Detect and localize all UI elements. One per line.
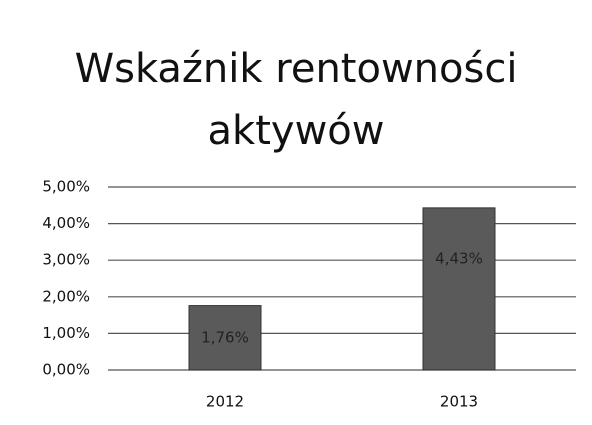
- y-tick-label: 1,00%: [42, 324, 90, 342]
- chart-title: Wskaźnik rentowności aktywów: [74, 46, 518, 154]
- bar: [188, 305, 262, 371]
- data-label: 4,43%: [435, 249, 483, 267]
- y-tick-label: 2,00%: [42, 287, 90, 305]
- y-tick-label: 0,00%: [42, 361, 90, 379]
- y-tick-label: 5,00%: [42, 178, 90, 196]
- y-tick-label: 4,00%: [42, 214, 90, 232]
- data-label: 1,76%: [201, 328, 249, 346]
- x-tick-label: 2013: [440, 393, 478, 411]
- x-tick-label: 2012: [206, 393, 244, 411]
- y-tick-label: 3,00%: [42, 251, 90, 269]
- bar: [422, 207, 496, 371]
